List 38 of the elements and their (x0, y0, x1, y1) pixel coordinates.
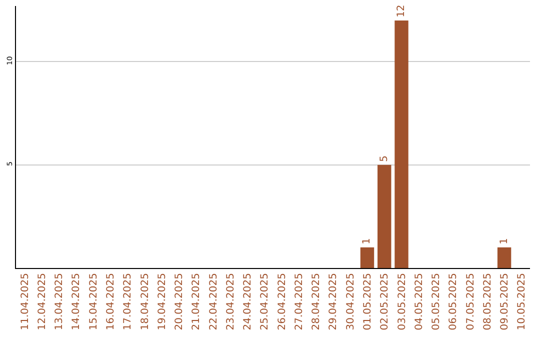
x-tick-label: 30.04.2025 (345, 273, 356, 330)
x-tick-label: 10.05.2025 (516, 273, 528, 330)
x-tick-label: 02.05.2025 (380, 273, 391, 330)
bar (360, 247, 374, 268)
bar (378, 164, 392, 268)
x-tick-label: 25.04.2025 (260, 273, 271, 330)
data-label: 1 (362, 238, 373, 244)
x-tick-label: 11.04.2025 (20, 273, 31, 330)
x-tick-label: 17.04.2025 (122, 273, 134, 330)
x-tick-label: 15.04.2025 (88, 273, 100, 330)
x-tick-label: 19.04.2025 (156, 273, 168, 330)
x-tick-label: 08.05.2025 (482, 273, 494, 330)
x-tick-label: 27.04.2025 (294, 273, 305, 330)
x-tick-label: 07.05.2025 (465, 273, 476, 330)
x-tick-label: 05.05.2025 (431, 273, 442, 330)
x-tick-label: 06.05.2025 (448, 273, 460, 330)
data-label: 1 (498, 238, 510, 244)
x-tick-label: 26.04.2025 (276, 273, 288, 330)
x-tick-label: 16.04.2025 (105, 273, 116, 330)
x-tick-label: 12.04.2025 (36, 273, 48, 330)
data-label: 12 (396, 4, 407, 18)
data-label: 5 (378, 155, 390, 162)
x-tick-label: 29.04.2025 (328, 273, 340, 330)
x-tick-label: 01.05.2025 (362, 273, 374, 330)
x-tick-label: 20.04.2025 (174, 273, 186, 330)
x-tick-label: 28.04.2025 (311, 273, 322, 330)
x-tick-label: 23.04.2025 (225, 273, 236, 330)
x-tick-label: 09.05.2025 (500, 273, 511, 330)
bar (497, 247, 512, 268)
x-tick-label: 13.04.2025 (54, 273, 66, 330)
x-tick-label: 24.04.2025 (242, 273, 254, 330)
x-tick-label: 14.04.2025 (71, 273, 82, 330)
x-tick-label: 04.05.2025 (414, 273, 425, 330)
x-tick-label: 22.04.2025 (208, 273, 220, 330)
x-tick-label: 21.04.2025 (191, 273, 202, 330)
bar (394, 20, 408, 268)
x-tick-label: 18.04.2025 (140, 273, 151, 330)
x-tick-label: 03.05.2025 (396, 273, 408, 330)
